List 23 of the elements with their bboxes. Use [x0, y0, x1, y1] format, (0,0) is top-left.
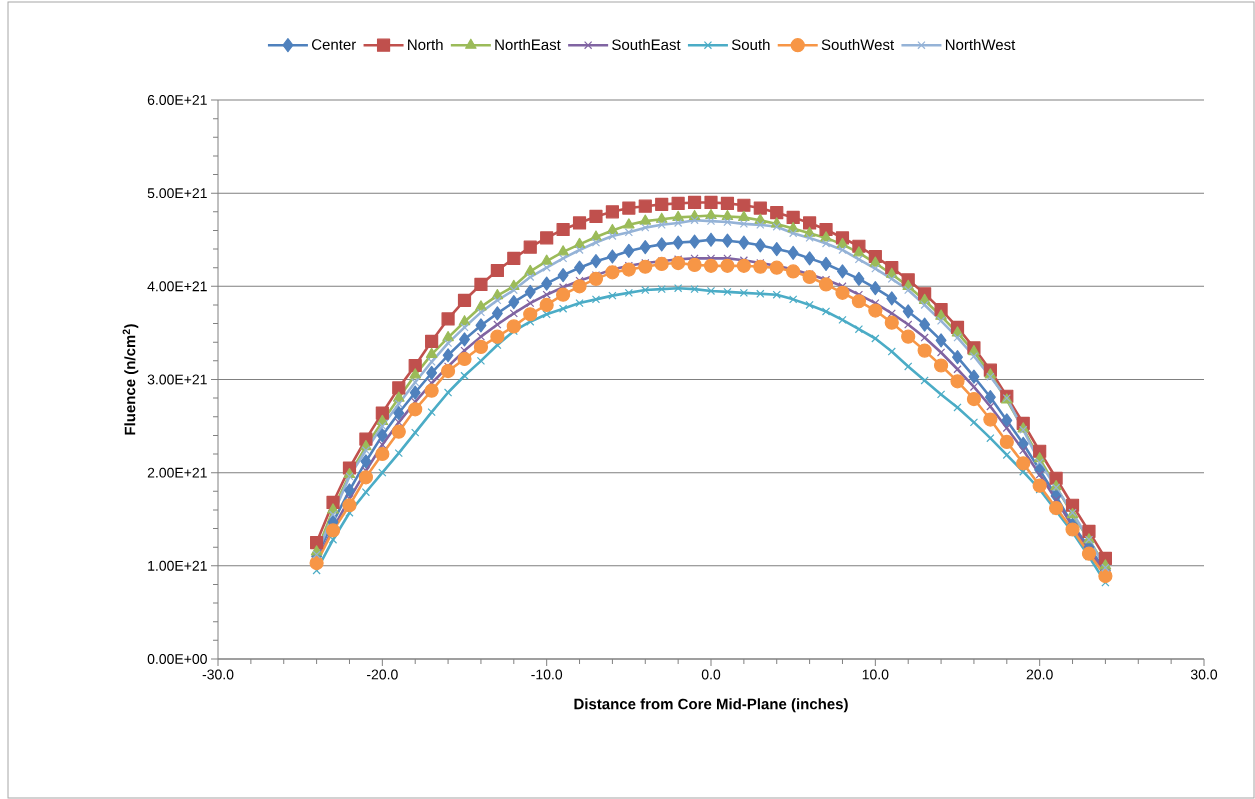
legend-label: SouthWest — [821, 39, 895, 51]
x-tick-label: 10.0 — [862, 669, 889, 680]
legend-label: NorthWest — [945, 39, 1016, 51]
y-tick-label: 2.00E+21 — [147, 467, 207, 478]
legend-label: NorthEast — [495, 39, 561, 51]
x-tick-label: 20.0 — [1026, 669, 1053, 680]
legend-label: South — [731, 39, 770, 51]
x-tick-label: -30.0 — [202, 669, 234, 680]
y-tick-label: 0.00E+00 — [147, 654, 207, 664]
x-tick-label: 30.0 — [1190, 669, 1218, 680]
legend-label: Center — [312, 39, 356, 50]
x-tick-label: -20.0 — [367, 669, 398, 680]
y-axis-title: Fluence (n/cm$^{2}$) — [122, 324, 139, 435]
y-tick-label: 3.00E+21 — [147, 374, 207, 385]
x-tick-label: 0.0 — [701, 669, 721, 680]
legend-label: North — [408, 39, 443, 51]
y-tick-label: 5.00E+21 — [147, 188, 207, 199]
y-tick-label: 6.00E+21 — [147, 95, 207, 105]
y-tick-label: 1.00E+21 — [148, 560, 207, 571]
y-tick-label: 4.00E+21 — [147, 281, 207, 292]
x-axis-title: Distance from Core Mid-Plane (inches) — [574, 698, 848, 713]
legend-label: SouthEast — [612, 39, 681, 51]
x-tick-label: -10.0 — [531, 669, 563, 680]
